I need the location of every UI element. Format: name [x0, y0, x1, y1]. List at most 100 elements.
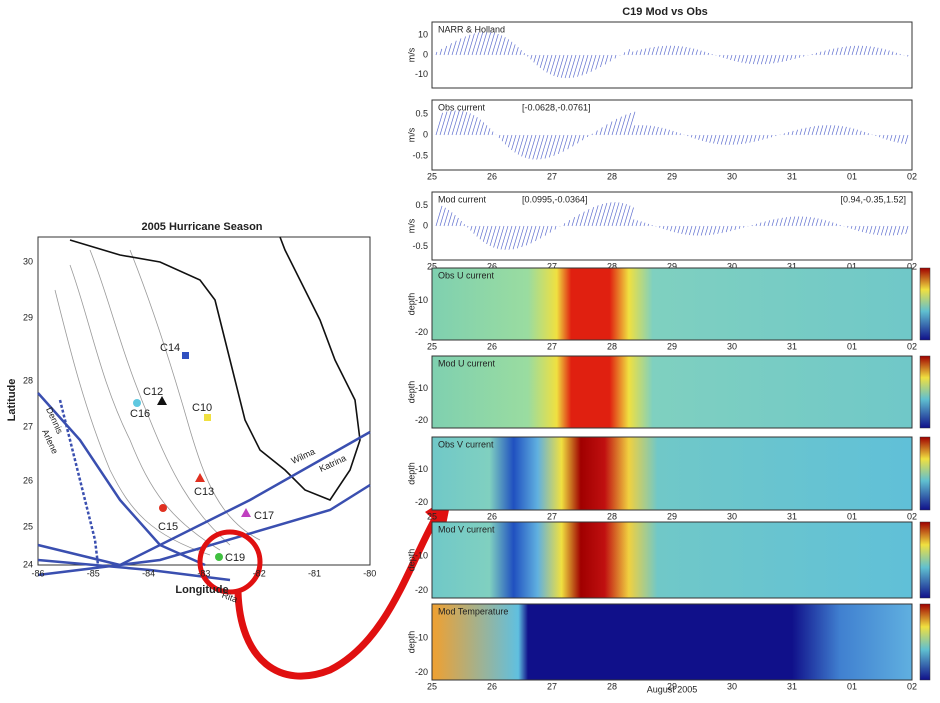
- station-label: C12: [143, 386, 163, 398]
- panel-frame: [431, 355, 913, 429]
- x-tick-label: 31: [787, 681, 797, 691]
- station-label: C15: [158, 521, 178, 533]
- x-tick-label: 01: [847, 511, 857, 521]
- y-tick-label: -10: [415, 551, 428, 561]
- x-tick-label: 31: [787, 171, 797, 181]
- y-tick-label: -0.5: [412, 150, 428, 160]
- x-tick-label: -80: [363, 568, 376, 578]
- y-tick-label: 0: [423, 220, 428, 230]
- vector-sticks: [435, 31, 909, 79]
- colorbar: [919, 603, 931, 681]
- y-axis-label: m/s: [406, 127, 416, 142]
- x-tick-label: 31: [787, 511, 797, 521]
- contour-field: [432, 356, 912, 428]
- vector-sticks: [435, 110, 909, 160]
- y-tick-label: -10: [415, 295, 428, 305]
- x-tick-label: 02: [907, 681, 917, 691]
- y-axis-label: depth: [406, 462, 416, 485]
- x-tick-label: 28: [607, 681, 617, 691]
- x-tick-label: 29: [667, 511, 677, 521]
- y-tick-label: 26: [23, 475, 33, 485]
- x-tick-label: 27: [547, 171, 557, 181]
- panel-note: [0.0995,-0.0364]: [522, 194, 588, 204]
- y-tick-label: 0: [423, 49, 428, 59]
- x-tick-label: 02: [907, 341, 917, 351]
- x-tick-label: 27: [547, 341, 557, 351]
- y-tick-label: 30: [23, 256, 33, 266]
- panel-label: Mod U current: [438, 358, 496, 368]
- x-tick-label: 25: [427, 511, 437, 521]
- x-tick-label: -86: [31, 568, 44, 578]
- x-tick-label: 26: [487, 341, 497, 351]
- panel-frame: [431, 267, 913, 341]
- y-tick-label: -20: [415, 415, 428, 425]
- colorbar: [919, 355, 931, 429]
- x-tick-label: 27: [547, 511, 557, 521]
- panel-note: [-0.0628,-0.0761]: [522, 102, 591, 112]
- map-title: 2005 Hurricane Season: [141, 221, 262, 233]
- x-tick-label: 30: [727, 171, 737, 181]
- y-tick-label: 0.5: [415, 108, 428, 118]
- y-tick-label: 28: [23, 375, 33, 385]
- x-tick-label: 27: [547, 681, 557, 691]
- panels-title: C19 Mod vs Obs: [622, 6, 708, 18]
- y-tick-label: -10: [415, 633, 428, 643]
- station-label: C13: [194, 486, 214, 498]
- y-tick-label: 10: [418, 30, 428, 40]
- y-tick-label: 24: [23, 559, 33, 569]
- x-tick-label: 25: [427, 341, 437, 351]
- y-tick-label: -20: [415, 667, 428, 677]
- y-tick-label: -10: [415, 69, 428, 79]
- y-tick-label: -20: [415, 327, 428, 337]
- station-label: C14: [160, 342, 180, 354]
- x-tick-label: 30: [727, 681, 737, 691]
- x-tick-label: 28: [607, 171, 617, 181]
- highlight-circle: [197, 529, 263, 595]
- x-tick-label: 25: [427, 171, 437, 181]
- x-tick-label: 30: [727, 511, 737, 521]
- x-tick-label: 31: [787, 261, 797, 271]
- panel-label: Mod current: [438, 194, 487, 204]
- station-marker: [204, 414, 211, 421]
- y-tick-label: -10: [415, 383, 428, 393]
- x-tick-label: 29: [667, 171, 677, 181]
- x-tick-label: 02: [907, 171, 917, 181]
- station-marker: [133, 399, 141, 407]
- x-tick-label: 28: [607, 511, 617, 521]
- y-tick-label: -20: [415, 497, 428, 507]
- y-tick-label: 0: [423, 129, 428, 139]
- panel-frame: [431, 21, 913, 89]
- panels-xlabel: August 2005: [647, 684, 698, 694]
- station-marker: [182, 352, 189, 359]
- x-tick-label: -83: [197, 568, 210, 578]
- x-tick-label: 26: [487, 171, 497, 181]
- y-tick-label: 27: [23, 421, 33, 431]
- contour-field: [432, 604, 912, 680]
- y-tick-label: 25: [23, 521, 33, 531]
- x-tick-label: 30: [727, 341, 737, 351]
- x-tick-label: 29: [667, 261, 677, 271]
- x-tick-label: 29: [667, 681, 677, 691]
- panel-frame: [431, 603, 913, 681]
- station-marker: [159, 504, 167, 512]
- y-tick-label: -0.5: [412, 241, 428, 251]
- x-tick-label: 26: [487, 261, 497, 271]
- y-tick-label: 0.5: [415, 200, 428, 210]
- x-tick-label: 28: [607, 261, 617, 271]
- x-tick-label: 26: [487, 511, 497, 521]
- panel-frame: [431, 191, 913, 261]
- y-axis-label: depth: [406, 293, 416, 316]
- station-label: C19: [225, 552, 245, 564]
- bathymetry: [54, 249, 261, 556]
- x-tick-label: -81: [308, 568, 321, 578]
- y-axis-label: m/s: [406, 218, 416, 233]
- panel-frame: [431, 436, 913, 511]
- x-tick-label: 27: [547, 261, 557, 271]
- contour-field: [432, 522, 912, 598]
- x-tick-label: -84: [142, 568, 155, 578]
- panel-frame: [431, 521, 913, 599]
- arrow: [234, 508, 444, 680]
- y-tick-label: -20: [415, 585, 428, 595]
- station-label: C17: [254, 510, 274, 522]
- x-tick-label: 02: [907, 511, 917, 521]
